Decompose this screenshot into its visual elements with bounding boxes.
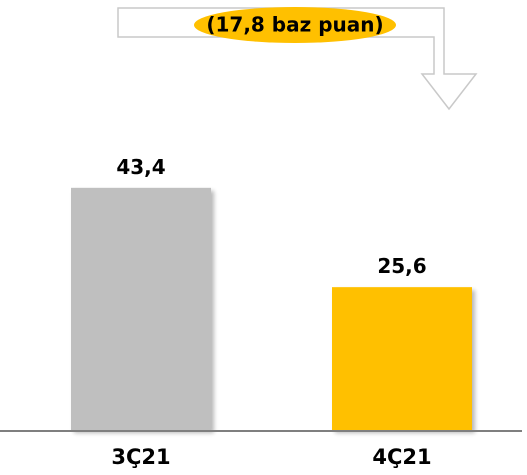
bars-layer xyxy=(71,187,472,430)
category-label-1: 3Ç21 xyxy=(111,445,170,469)
value-label-1: 43,4 xyxy=(116,155,165,179)
value-label-2: 25,6 xyxy=(377,254,426,278)
value-labels-layer: 43,4 25,6 xyxy=(116,155,426,278)
bar-2 xyxy=(332,287,472,430)
bar-1 xyxy=(71,187,211,430)
difference-bubble xyxy=(194,7,396,43)
difference-label: (17,8 baz puan) xyxy=(206,13,383,37)
category-label-2: 4Ç21 xyxy=(372,445,431,469)
difference-callout: (17,8 baz puan) xyxy=(117,7,478,111)
category-labels-layer: 3Ç21 4Ç21 xyxy=(111,445,431,469)
